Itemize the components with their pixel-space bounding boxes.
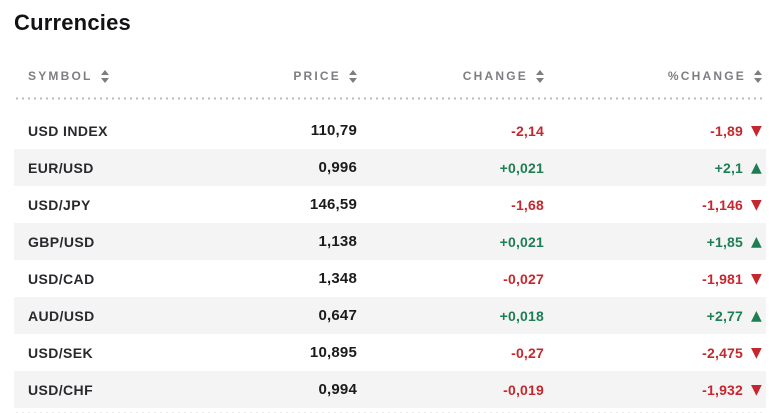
down-triangle-icon: ▼ bbox=[751, 381, 762, 398]
table-row[interactable]: USD/CAD 1,348 -0,027 -1,981 ▼ bbox=[14, 260, 766, 297]
table-row[interactable]: GBP/USD 1,138 +0,021 +1,85 ▲ bbox=[14, 223, 766, 260]
pct-change-cell: -1,89 ▼ bbox=[544, 123, 762, 139]
pct-change-cell: +2,77 ▲ bbox=[544, 308, 762, 324]
price-cell: 0,647 bbox=[318, 307, 357, 324]
pct-change-value: +2,1 bbox=[714, 159, 744, 176]
up-triangle-icon: ▲ bbox=[751, 307, 762, 324]
column-header-label: CHANGE bbox=[462, 69, 528, 83]
column-header-label: SYMBOL bbox=[28, 69, 93, 83]
change-cell: -1,68 bbox=[511, 196, 544, 213]
change-cell: -0,019 bbox=[503, 381, 544, 398]
price-cell: 110,79 bbox=[310, 122, 357, 139]
currencies-table: SYMBOL PRICE CHANGE %CHANGE USD INDEX 11… bbox=[14, 60, 766, 413]
table-row[interactable]: EUR/USD 0,996 +0,021 +2,1 ▲ bbox=[14, 149, 766, 186]
pct-change-cell: -1,932 ▼ bbox=[544, 382, 762, 398]
pct-change-value: -2,475 bbox=[702, 344, 744, 361]
symbol-cell[interactable]: USD/JPY bbox=[28, 196, 91, 213]
column-header-change[interactable]: CHANGE bbox=[357, 69, 544, 83]
pct-change-value: -1,146 bbox=[702, 196, 744, 213]
sort-arrows-icon[interactable] bbox=[349, 69, 357, 83]
pct-change-value: -1,932 bbox=[702, 381, 744, 398]
column-header-pct-change[interactable]: %CHANGE bbox=[544, 69, 762, 83]
change-cell: +0,018 bbox=[499, 307, 544, 324]
price-cell: 1,138 bbox=[318, 233, 357, 250]
sort-arrows-icon[interactable] bbox=[100, 69, 109, 83]
column-header-label: PRICE bbox=[293, 69, 341, 83]
pct-change-cell: -2,475 ▼ bbox=[544, 345, 762, 361]
column-header-symbol[interactable]: SYMBOL bbox=[28, 69, 190, 83]
symbol-cell[interactable]: USD/CAD bbox=[28, 270, 95, 287]
pct-change-cell: +2,1 ▲ bbox=[544, 160, 762, 176]
price-cell: 0,994 bbox=[318, 381, 357, 398]
table-header-row: SYMBOL PRICE CHANGE %CHANGE bbox=[14, 60, 766, 92]
symbol-cell[interactable]: USD INDEX bbox=[28, 122, 108, 139]
change-cell: +0,021 bbox=[499, 159, 544, 176]
sort-arrows-icon[interactable] bbox=[754, 69, 762, 83]
column-header-label: %CHANGE bbox=[667, 69, 746, 83]
up-triangle-icon: ▲ bbox=[751, 233, 762, 250]
change-cell: +0,021 bbox=[499, 233, 544, 250]
symbol-cell[interactable]: EUR/USD bbox=[28, 159, 94, 176]
symbol-cell[interactable]: GBP/USD bbox=[28, 233, 95, 250]
down-triangle-icon: ▼ bbox=[751, 270, 762, 287]
pct-change-cell: -1,146 ▼ bbox=[544, 197, 762, 213]
table-row[interactable]: USD/SEK 10,895 -0,27 -2,475 ▼ bbox=[14, 334, 766, 371]
table-row[interactable]: AUD/USD 0,647 +0,018 +2,77 ▲ bbox=[14, 297, 766, 334]
symbol-cell[interactable]: AUD/USD bbox=[28, 307, 95, 324]
pct-change-cell: -1,981 ▼ bbox=[544, 271, 762, 287]
header-divider bbox=[14, 97, 766, 100]
down-triangle-icon: ▼ bbox=[751, 196, 762, 213]
pct-change-value: +1,85 bbox=[706, 233, 744, 250]
page-title: Currencies bbox=[14, 10, 131, 35]
down-triangle-icon: ▼ bbox=[751, 122, 762, 139]
symbol-cell[interactable]: USD/SEK bbox=[28, 344, 94, 361]
table-row[interactable]: USD/JPY 146,59 -1,68 -1,146 ▼ bbox=[14, 186, 766, 223]
change-cell: -0,027 bbox=[503, 270, 544, 287]
column-header-price[interactable]: PRICE bbox=[190, 69, 357, 83]
price-cell: 1,348 bbox=[318, 270, 357, 287]
pct-change-value: +2,77 bbox=[706, 307, 744, 324]
symbol-cell[interactable]: USD/CHF bbox=[28, 381, 94, 398]
change-cell: -0,27 bbox=[511, 344, 544, 361]
price-cell: 146,59 bbox=[309, 196, 357, 213]
pct-change-value: -1,89 bbox=[710, 122, 744, 139]
price-cell: 0,996 bbox=[318, 159, 357, 176]
table-row[interactable]: USD INDEX 110,79 -2,14 -1,89 ▼ bbox=[14, 112, 766, 149]
pct-change-value: -1,981 bbox=[702, 270, 744, 287]
price-cell: 10,895 bbox=[309, 344, 357, 361]
pct-change-cell: +1,85 ▲ bbox=[544, 234, 762, 250]
change-cell: -2,14 bbox=[511, 122, 544, 139]
up-triangle-icon: ▲ bbox=[751, 159, 762, 176]
sort-arrows-icon[interactable] bbox=[536, 69, 544, 83]
down-triangle-icon: ▼ bbox=[751, 344, 762, 361]
table-body: USD INDEX 110,79 -2,14 -1,89 ▼ EUR/USD 0… bbox=[14, 112, 766, 408]
table-row[interactable]: USD/CHF 0,994 -0,019 -1,932 ▼ bbox=[14, 371, 766, 408]
